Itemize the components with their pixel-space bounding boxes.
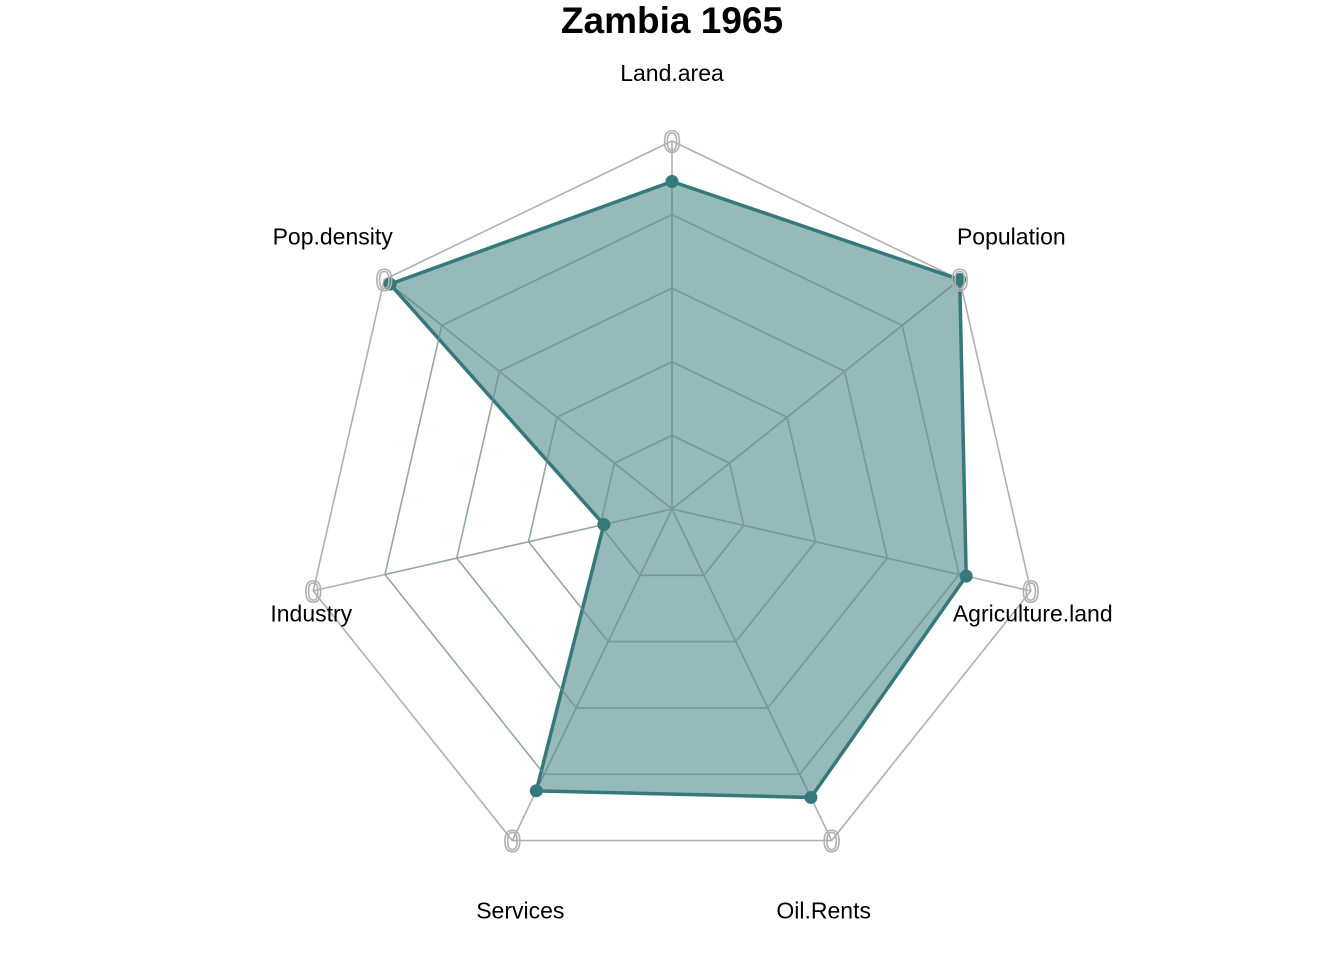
radar-grid-ring-overlay [527,361,817,643]
radar-grid-ring-overlay [455,287,889,709]
radar-axis-label: Industry [270,600,352,626]
chart-title: Zambia 1965 [561,0,783,41]
radar-tick-label: 0 [823,824,840,859]
radar-grid-ring [312,140,1032,842]
radar-spoke-overlay [384,508,673,576]
radar-spoke-overlay [671,324,903,510]
radar-data-point [383,277,397,291]
radar-axis-label: Pop.density [273,223,394,249]
radar-data-point [665,174,679,188]
radar-tick-label: 0 [1022,574,1039,609]
radar-tick-label: 0 [305,574,322,609]
radar-data-point [529,784,543,798]
radar-grid-ring-overlay [384,213,960,775]
radar-axis-label: Oil.Rents [776,898,871,924]
radar-axis-labels: 0 0 0 0 0 0 0 Land.area Population Agriculture.la… [270,60,1112,924]
radar-tick-label: 0 [951,263,968,298]
radar-data-point [959,569,973,583]
radar-grid-overlay [384,213,960,775]
radar-spoke-overlay [441,324,673,510]
radar-tick-label: 0 [663,124,680,159]
radar-axis-label: Land.area [620,60,724,86]
radar-spoke-overlay [671,508,801,775]
radar-tick-label: 0 [376,263,393,298]
radar-data-point [597,518,611,532]
radar-data-point [804,790,818,804]
radar-spoke-overlay [543,508,673,775]
radar-series [383,174,973,804]
radar-data-point [953,273,967,287]
radar-spoke-overlay [671,508,960,576]
radar-axis-label: Agriculture.land [953,600,1113,626]
radar-axis-label: Population [957,223,1066,249]
radar-axis-label: Services [476,898,564,924]
radar-series-area [388,179,968,800]
radar-tick-label: 0 [504,824,521,859]
radar-grid-ring-overlay [599,434,745,577]
